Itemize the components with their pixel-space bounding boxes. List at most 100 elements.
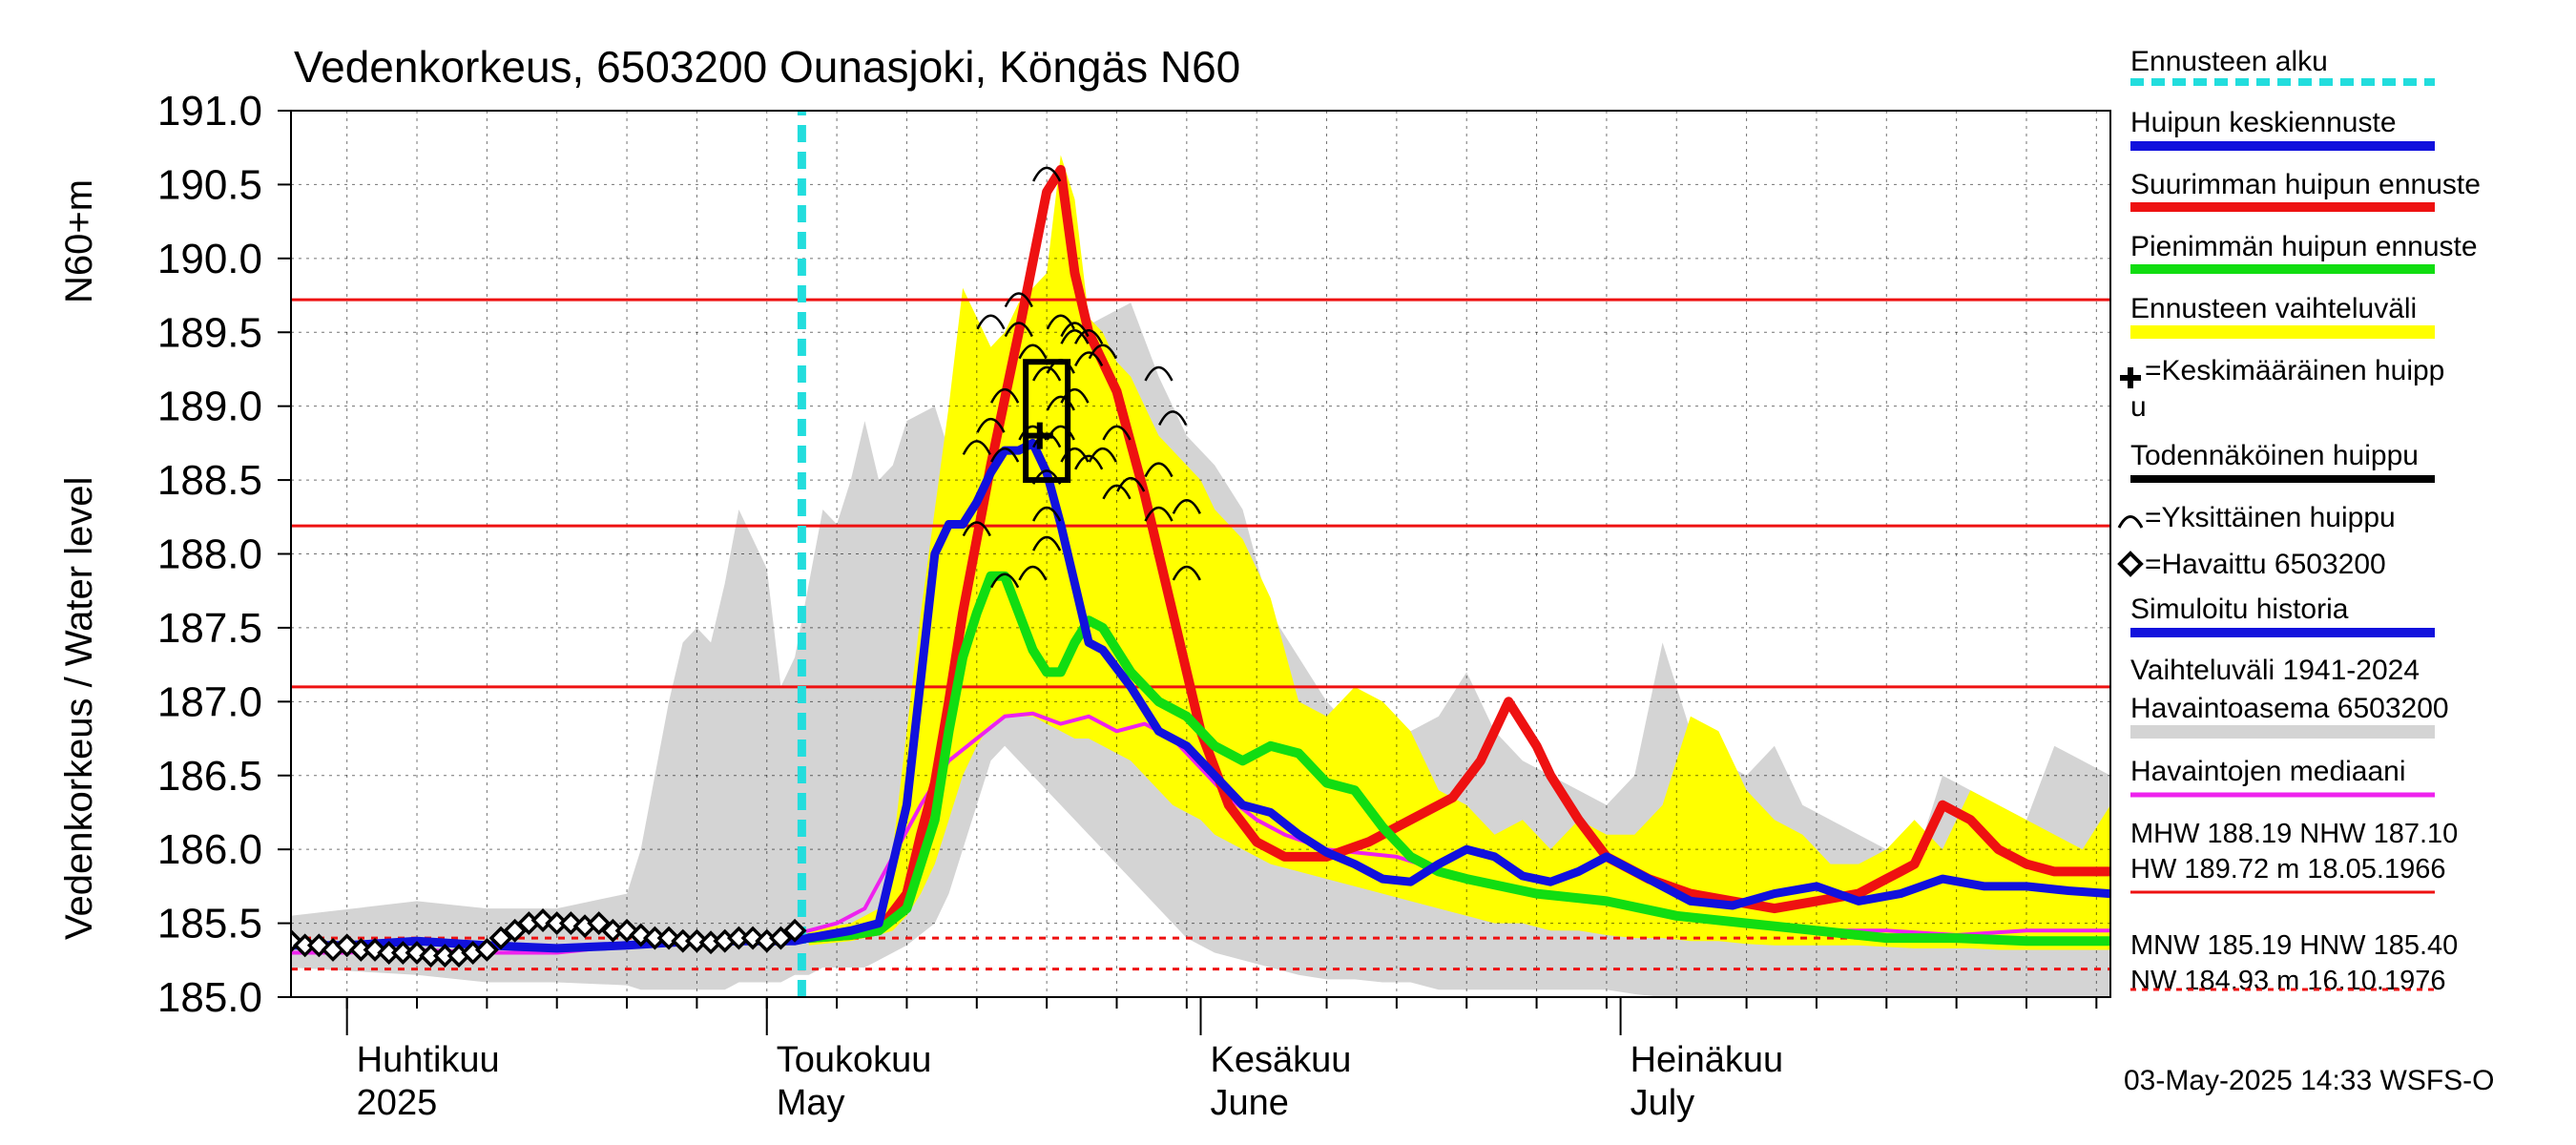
y-tick-label: 185.0 bbox=[157, 974, 262, 1021]
observed-point bbox=[656, 926, 681, 950]
individual-peak-mark bbox=[1004, 292, 1033, 308]
mean-peak-mark bbox=[1026, 422, 1053, 449]
y-ticks: 185.0 185.5 186.0 186.5 187.0 187.5 188.0 188.5… bbox=[157, 88, 291, 1021]
individual-peak-mark bbox=[1004, 322, 1033, 338]
individual-peak-mark bbox=[1060, 322, 1090, 338]
month-label-fi: Heinäkuu bbox=[1631, 1040, 1784, 1080]
individual-peak-mark bbox=[990, 572, 1020, 589]
legend: Ennusteen alku Huipun keskiennuste Suuri… bbox=[2117, 46, 2481, 996]
observed-point bbox=[629, 923, 654, 947]
y-tick-label: 187.0 bbox=[157, 678, 262, 725]
individual-peak-mark bbox=[1046, 395, 1075, 411]
individual-peak-mark bbox=[962, 440, 991, 455]
series-line-suurimman-huipun-ennuste bbox=[803, 164, 2110, 944]
legend-diamond-icon bbox=[2117, 551, 2144, 577]
observed-point bbox=[782, 918, 807, 943]
legend-simulated-label: Simuloitu historia bbox=[2130, 593, 2349, 625]
series-lines bbox=[291, 111, 2110, 997]
y-tick-label: 186.0 bbox=[157, 826, 262, 873]
individual-peak-mark bbox=[990, 387, 1020, 404]
legend-observed-label: =Havaittu 6503200 bbox=[2145, 549, 2386, 580]
observed-point bbox=[530, 908, 555, 932]
legend-forecast-range-label: Ennusteen vaihteluväli bbox=[2130, 293, 2417, 324]
individual-peak-mark bbox=[1144, 462, 1174, 478]
legend-max-forecast-label: Suurimman huipun ennuste bbox=[2130, 169, 2481, 200]
month-label-en: 2025 bbox=[357, 1083, 438, 1123]
timestamp-footer: 03-May-2025 14:33 WSFS-O bbox=[2124, 1065, 2495, 1096]
stats-low-line-1: MNW 185.19 HNW 185.40 bbox=[2130, 930, 2458, 961]
y-tick-label: 189.5 bbox=[157, 309, 262, 356]
observed-point bbox=[614, 918, 639, 943]
individual-peak-mark bbox=[1144, 506, 1174, 522]
month-label-en: July bbox=[1631, 1083, 1695, 1123]
legend-mean-peak-label-cont: u bbox=[2130, 391, 2147, 423]
observed-points bbox=[291, 908, 807, 968]
legend-mean-peak-label: =Keskimääräinen huipp bbox=[2145, 355, 2444, 386]
observed-point bbox=[684, 928, 709, 953]
individual-peak-mark bbox=[1074, 454, 1104, 470]
observed-point bbox=[306, 933, 331, 958]
month-label-fi: Toukokuu bbox=[777, 1040, 932, 1080]
individual-peak-mark bbox=[1018, 344, 1048, 360]
stats-high-line-2: HW 189.72 m 18.05.1966 bbox=[2130, 854, 2445, 885]
y-tick-label: 185.5 bbox=[157, 901, 262, 947]
legend-median-label: Havaintojen mediaani bbox=[2130, 756, 2406, 787]
y-tick-label: 186.5 bbox=[157, 753, 262, 800]
legend-mean-forecast-label: Huipun keskiennuste bbox=[2130, 107, 2397, 138]
individual-peak-mark bbox=[1032, 365, 1062, 382]
observed-point bbox=[474, 937, 499, 962]
individual-peak-mark bbox=[1032, 166, 1062, 182]
individual-peak-mark bbox=[1116, 476, 1146, 492]
legend-individual-peak-label: =Yksittäinen huippu bbox=[2145, 502, 2396, 533]
probable-peak-box bbox=[1023, 359, 1071, 484]
individual-peak-mark bbox=[962, 521, 991, 537]
stats-low-line-2: NW 184.93 m 16.10.1976 bbox=[2130, 966, 2445, 996]
observed-point bbox=[740, 926, 765, 950]
individual-peak-mark bbox=[1032, 506, 1062, 522]
legend-probable-peak-label: Todennäköinen huippu bbox=[2130, 440, 2419, 471]
y-axis-label: Vedenkorkeus / Water level bbox=[58, 477, 100, 940]
y-tick-label: 190.0 bbox=[157, 236, 262, 282]
individual-peak-mark bbox=[1060, 387, 1090, 404]
y-tick-label: 190.5 bbox=[157, 161, 262, 208]
y-tick-label: 189.0 bbox=[157, 384, 262, 430]
individual-peak-mark bbox=[976, 314, 1006, 330]
legend-forecast-start-label: Ennusteen alku bbox=[2130, 46, 2328, 77]
month-label-fi: Kesäkuu bbox=[1211, 1040, 1352, 1080]
legend-arc-icon bbox=[2117, 515, 2144, 529]
individual-peak-mark bbox=[1018, 565, 1048, 581]
individual-peak-mark bbox=[1032, 535, 1062, 552]
individual-peaks bbox=[962, 166, 1201, 589]
legend-plus-icon bbox=[2120, 367, 2141, 388]
individual-peak-mark bbox=[1144, 365, 1174, 382]
individual-peak-mark bbox=[1060, 329, 1090, 344]
series-line-simuloitu-historia bbox=[291, 438, 2110, 953]
month-label-en: June bbox=[1211, 1083, 1289, 1123]
individual-peak-mark bbox=[1074, 351, 1104, 367]
legend-min-forecast-label: Pienimmän huipun ennuste bbox=[2130, 231, 2478, 262]
individual-peak-mark bbox=[1172, 565, 1201, 581]
individual-peak-mark bbox=[1088, 344, 1117, 360]
individual-peak-mark bbox=[1158, 410, 1188, 426]
individual-peak-mark bbox=[1102, 425, 1132, 441]
observed-point bbox=[291, 928, 303, 953]
observed-point bbox=[558, 911, 583, 936]
chart-title: Vedenkorkeus, 6503200 Ounasjoki, Köngäs … bbox=[294, 42, 1240, 92]
individual-peak-mark bbox=[1046, 314, 1075, 330]
stats-high-line-1: MHW 188.19 NHW 187.10 bbox=[2130, 819, 2458, 849]
range-bands bbox=[291, 155, 2110, 997]
forecast-range-band bbox=[808, 155, 2110, 950]
individual-peak-mark bbox=[976, 417, 1006, 433]
y-tick-label: 191.0 bbox=[157, 88, 262, 135]
series-line-pienimman-huipun-ennuste bbox=[803, 571, 2110, 947]
legend-hist-range-label-cont: Havaintoasema 6503200 bbox=[2130, 693, 2449, 724]
individual-peak-mark bbox=[990, 447, 1020, 463]
reference-lines bbox=[291, 298, 2110, 971]
y-tick-label: 188.0 bbox=[157, 531, 262, 578]
individual-peak-mark bbox=[1102, 484, 1132, 500]
month-label-en: May bbox=[777, 1083, 845, 1123]
legend-hist-range-label: Vaihteluväli 1941-2024 bbox=[2130, 655, 2420, 686]
individual-peak-mark bbox=[1088, 447, 1117, 463]
